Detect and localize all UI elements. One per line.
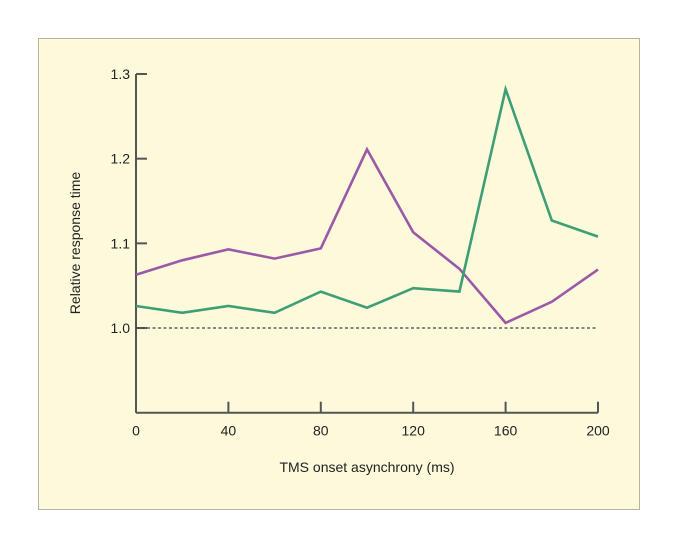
x-tick-label: 120 [402, 423, 426, 439]
x-tick-label: 160 [494, 423, 518, 439]
x-tick-label: 40 [221, 423, 237, 439]
y-tick-label: 1.1 [111, 235, 131, 251]
x-axis-label: TMS onset asynchrony (ms) [279, 459, 454, 475]
series-line-purple [135, 146, 599, 325]
y-tick-label: 1.0 [111, 320, 131, 336]
axes: 1.0 1.1 1.2 1.3 0 40 80 120 160 200 [111, 66, 610, 439]
x-tick-label: 80 [313, 423, 329, 439]
x-tick-label: 200 [586, 423, 610, 439]
y-axis-label: Relative response time [67, 172, 83, 315]
y-tick-label: 1.3 [111, 66, 131, 82]
series-lines [135, 84, 599, 325]
series-line-green [135, 84, 599, 315]
x-tick-label: 0 [132, 423, 140, 439]
y-tick-label: 1.2 [111, 151, 131, 167]
